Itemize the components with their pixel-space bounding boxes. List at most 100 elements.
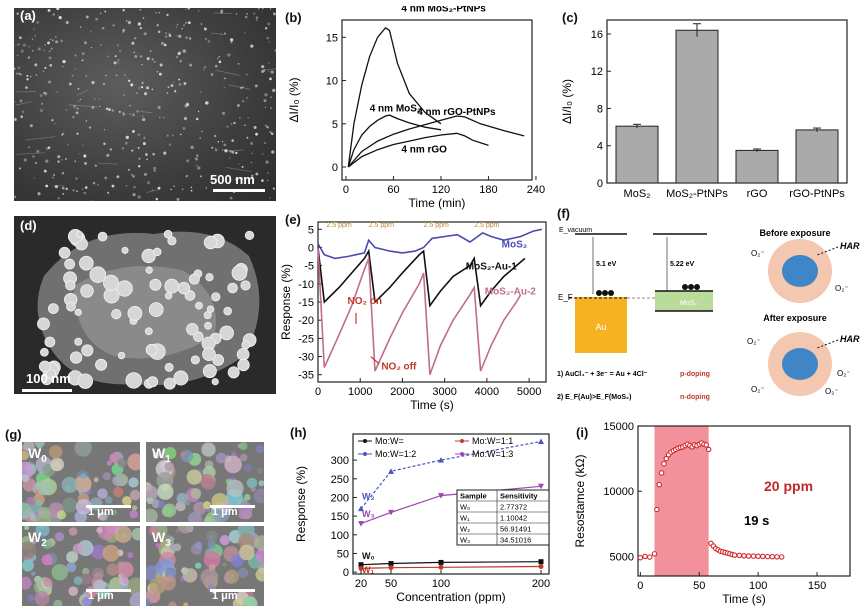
scale-text-g-2: 1 μm (88, 590, 114, 602)
sem-grain (262, 153, 264, 155)
sem-grain (127, 79, 131, 82)
table-cell: 2.77372 (500, 503, 527, 512)
data-point-i (647, 554, 653, 560)
sem-grain (56, 90, 59, 93)
sem-streak (25, 136, 56, 141)
legend-marker-h-3 (460, 452, 464, 456)
sem-grain (265, 160, 269, 164)
sem-grain (41, 554, 53, 566)
sem-grain (102, 82, 106, 86)
sem-grain (137, 133, 141, 136)
sem-image-g-1: W1 1 μm (146, 442, 264, 522)
sem-grain (119, 576, 129, 587)
sem-grain (74, 475, 92, 493)
sem-grain (134, 37, 137, 40)
sem-grain (117, 59, 120, 62)
sem-grain (116, 175, 120, 179)
sem-grain (37, 480, 53, 496)
sem-grain (31, 38, 34, 40)
sem-grain (203, 69, 205, 71)
sem-grain (157, 186, 161, 190)
sem-grain (272, 12, 276, 16)
sem-grain (255, 547, 264, 564)
sem-grain (47, 9, 51, 12)
sem-nanoparticle (204, 321, 212, 330)
equation-2-note: n-doping (680, 394, 710, 401)
sem-grain (129, 510, 138, 519)
sem-grain (18, 72, 20, 75)
sem-grain (217, 140, 220, 143)
scale-text-a: 500 nm (210, 172, 255, 187)
sem-grain (175, 528, 180, 533)
sem-grain (166, 134, 169, 137)
sem-grain (180, 133, 182, 136)
sem-grain (48, 80, 52, 84)
sem-grain (239, 116, 241, 119)
data-point-i (658, 470, 665, 476)
legend-marker-h-0 (363, 439, 367, 443)
sem-grain (231, 451, 237, 457)
sem-grain (22, 576, 32, 590)
no2-off-arrow (370, 356, 380, 365)
sem-grain (178, 34, 182, 38)
chart-h: 20 50 100 200 0 50 100 150 200 250 300 Concentratio… (294, 433, 550, 604)
sem-grain (229, 196, 233, 200)
sem-grain (124, 74, 126, 76)
sem-grain (22, 474, 30, 483)
sem-grain (182, 24, 186, 27)
sem-grain (130, 173, 133, 176)
sem-grain (244, 15, 248, 19)
sem-grain (178, 82, 182, 87)
sem-grain (157, 483, 174, 500)
sem-grain (142, 17, 145, 19)
table-frame (456, 489, 550, 546)
sem-grain (85, 15, 89, 19)
sem-grain (200, 473, 215, 488)
sem-grain (224, 455, 242, 474)
sem-grain (270, 70, 274, 74)
y-tick-label: 300 (331, 455, 349, 467)
sem-grain (220, 11, 223, 14)
sem-streak (225, 166, 252, 173)
sem-grain (50, 457, 65, 472)
sem-grain (19, 36, 22, 40)
sem-nanoparticle (37, 317, 50, 331)
sem-grain (230, 554, 244, 568)
table-cell: W₃ (460, 536, 470, 545)
x-tick-label: 20 (355, 578, 367, 590)
sem-grain (35, 526, 50, 537)
sem-grain (122, 28, 126, 32)
legend-label-h-0: Mo:W= (375, 436, 404, 446)
data-point-i (778, 554, 785, 560)
sem-grain (28, 146, 30, 149)
sample-label-index: 3 (165, 537, 171, 549)
sem-grain (235, 13, 238, 15)
sem-grain (111, 184, 115, 188)
sem-grain (68, 586, 79, 597)
sem-grain (226, 479, 244, 497)
data-point-i (774, 554, 780, 560)
y-tick-label: 10 (326, 76, 338, 88)
sem-grain (75, 498, 92, 515)
sem-grain (176, 197, 180, 201)
vacuum-label: E_vacuum (559, 227, 592, 234)
sem-grain (97, 488, 108, 499)
sem-grain (54, 35, 57, 38)
sem-grain (103, 142, 106, 146)
sem-grain (214, 134, 217, 138)
sem-grain (210, 73, 214, 76)
sem-nanoparticle (58, 246, 71, 259)
sem-grain (82, 567, 90, 576)
sem-grain (131, 149, 134, 152)
sem-grain (51, 563, 69, 581)
sem-grain (215, 452, 227, 464)
sem-grain (207, 540, 216, 549)
ppm-annotation: 2.5 ppm (424, 222, 449, 229)
sem-grain (155, 11, 157, 14)
sem-grain (62, 133, 64, 135)
y-tick-label: 0 (308, 242, 314, 254)
panel-label-h: (h) (290, 425, 307, 440)
sem-grain (65, 108, 68, 111)
sem-grain (82, 144, 84, 146)
sem-grain (223, 32, 226, 35)
